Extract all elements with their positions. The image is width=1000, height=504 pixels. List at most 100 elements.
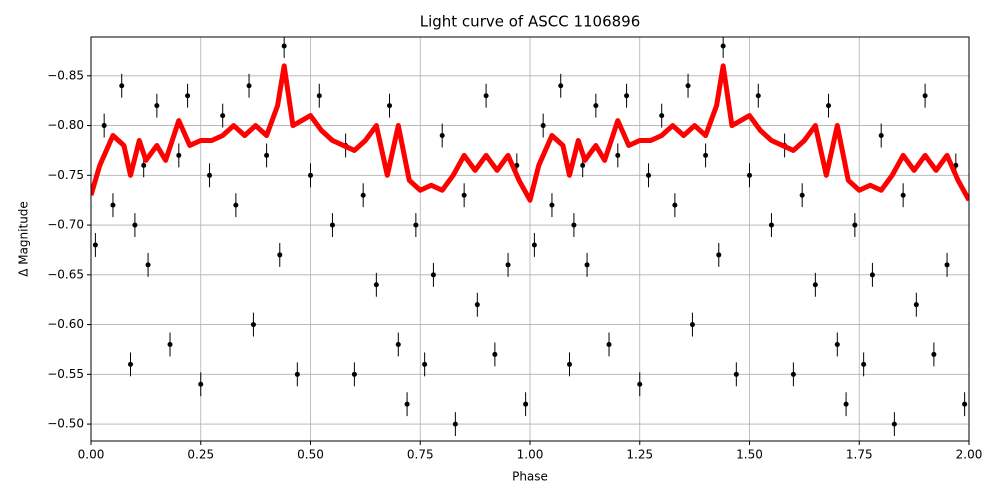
point: [900, 192, 906, 198]
point: [246, 83, 252, 89]
x-tick-label: 0.25: [187, 448, 214, 462]
point: [913, 302, 919, 308]
point: [852, 222, 858, 228]
point: [233, 202, 239, 208]
y-tick-label: −0.85: [47, 68, 84, 82]
point: [768, 222, 774, 228]
point: [580, 162, 586, 168]
x-axis-label: Phase: [512, 470, 548, 484]
y-tick-label: −0.50: [47, 417, 84, 431]
point: [962, 401, 968, 407]
point: [931, 351, 937, 357]
point: [606, 341, 612, 347]
plot-frame: [90, 36, 970, 442]
point: [119, 83, 125, 89]
x-tick-label: 0.75: [407, 448, 434, 462]
point: [689, 322, 695, 328]
point: [316, 93, 322, 99]
point: [277, 252, 283, 258]
point: [308, 172, 313, 178]
point: [395, 341, 401, 347]
point: [843, 401, 849, 407]
x-tick-label: 1.75: [846, 448, 873, 462]
point: [834, 341, 840, 347]
point: [439, 133, 445, 139]
point: [360, 192, 366, 198]
point: [672, 202, 678, 208]
y-tick-label: −0.70: [47, 218, 84, 232]
point: [584, 262, 590, 268]
chart-title: Light curve of ASCC 1106896: [420, 13, 641, 31]
point: [422, 361, 428, 367]
point: [540, 123, 546, 129]
point: [132, 222, 138, 228]
point: [141, 162, 147, 168]
point: [747, 172, 752, 178]
point: [387, 103, 393, 109]
point: [812, 282, 818, 288]
y-tick-label: −0.60: [47, 317, 84, 331]
point: [659, 113, 665, 119]
point: [615, 152, 621, 158]
x-tick-label: 1.50: [736, 448, 763, 462]
x-tick-label: 0.50: [297, 448, 324, 462]
point: [531, 242, 537, 248]
plot-area: [91, 37, 969, 437]
x-tick-label: 2.00: [956, 448, 983, 462]
point: [891, 421, 897, 427]
y-axis-label: Δ Magnitude: [17, 201, 31, 277]
point: [733, 371, 739, 377]
point: [430, 272, 436, 278]
point: [145, 262, 151, 268]
point: [461, 192, 467, 198]
point: [685, 83, 691, 89]
point: [207, 172, 213, 178]
point: [922, 93, 928, 99]
y-tick-label: −0.65: [47, 267, 84, 281]
point: [250, 322, 256, 328]
point: [404, 401, 410, 407]
point: [593, 103, 599, 109]
point: [492, 351, 498, 357]
point: [474, 302, 480, 308]
point: [790, 371, 796, 377]
point: [483, 93, 489, 99]
point: [264, 152, 270, 158]
point: [101, 123, 107, 129]
point: [329, 222, 335, 228]
point: [505, 262, 511, 268]
point: [373, 282, 379, 288]
point: [167, 341, 173, 347]
point: [755, 93, 761, 99]
point: [281, 43, 287, 49]
point: [716, 252, 722, 258]
point: [861, 361, 867, 367]
point: [452, 421, 458, 427]
point: [720, 43, 726, 49]
point: [646, 172, 652, 178]
point: [799, 192, 805, 198]
point: [413, 222, 419, 228]
x-tick-label: 1.00: [517, 448, 544, 462]
point: [198, 381, 204, 387]
point: [878, 133, 884, 139]
y-tick-label: −0.75: [47, 168, 84, 182]
point: [154, 103, 160, 109]
point: [567, 361, 573, 367]
point: [523, 401, 529, 407]
point: [220, 113, 226, 119]
point: [549, 202, 555, 208]
point: [624, 93, 630, 99]
point: [92, 242, 98, 248]
point: [294, 371, 300, 377]
x-tick-label: 1.25: [626, 448, 653, 462]
point: [176, 152, 182, 158]
point: [571, 222, 577, 228]
point: [826, 103, 832, 109]
point: [637, 381, 643, 387]
point: [944, 262, 950, 268]
trend-line: [91, 63, 969, 203]
point: [185, 93, 191, 99]
y-tick-label: −0.80: [47, 118, 84, 132]
